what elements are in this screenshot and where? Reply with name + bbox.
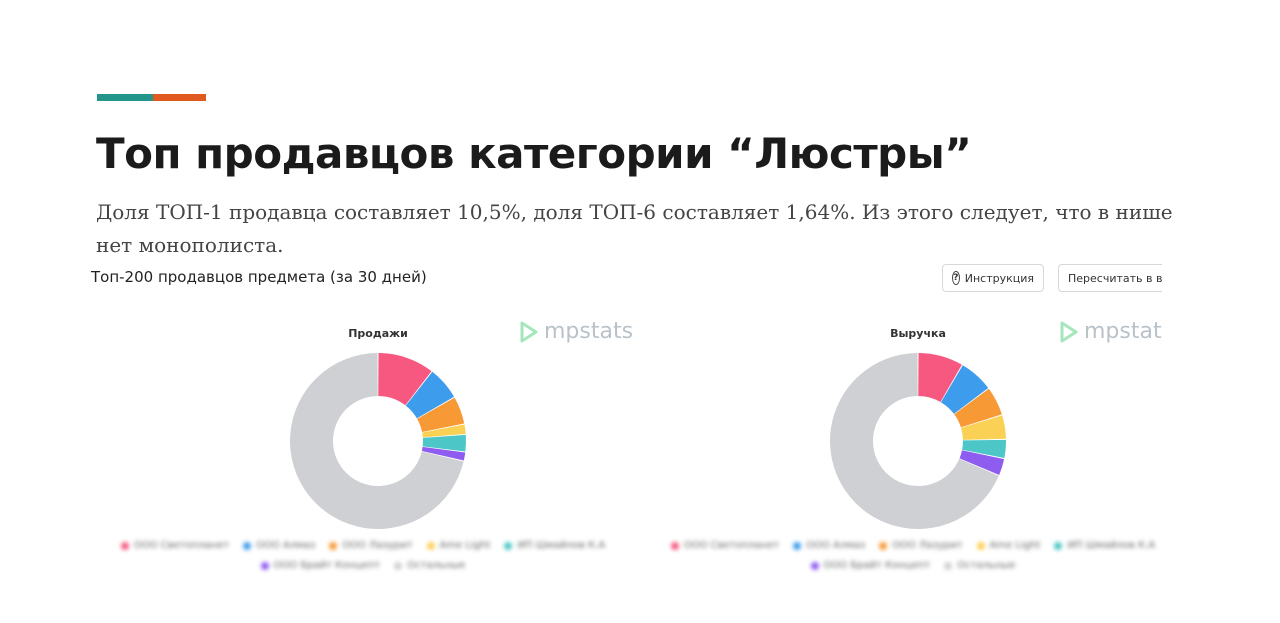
legend-label: ООО Светопланет [133, 540, 230, 551]
question-circle-icon: ? [952, 271, 960, 285]
donut-slice[interactable] [422, 434, 467, 452]
mpstats-logo-icon [520, 321, 538, 342]
legend-dot [243, 541, 252, 550]
legend-dot [1054, 541, 1063, 550]
donut-slice[interactable] [961, 415, 1006, 440]
legend-label: ООО Брайт Концепт [823, 560, 931, 571]
instruction-button-label: Инструкция [964, 271, 1034, 285]
legend-label: ООО Алмаз [256, 540, 316, 551]
accent-bar-orange [153, 94, 206, 101]
slide-subtitle: Доля ТОП-1 продавца составляет 10,5%, до… [96, 200, 1173, 257]
sales-chart: Продажи mpstats ООО Светопланет ООО Алмаз… [108, 318, 648, 588]
legend-label: ООО Светопланет [683, 540, 780, 551]
legend-label: Ame Light [439, 540, 491, 551]
legend-item[interactable]: ИП Шмайлов К.А [1054, 540, 1155, 551]
donut-slice[interactable] [954, 388, 1002, 428]
legend-label: ООО Лазурит [892, 540, 963, 551]
slide-title: Топ продавцов категории “Люстры” [96, 129, 972, 178]
legend-item[interactable]: Ame Light [426, 540, 491, 551]
legend-item[interactable]: Ame Light [976, 540, 1041, 551]
revenue-donut [830, 353, 1006, 529]
donut-slice[interactable] [421, 446, 466, 461]
legend-item[interactable]: ООО Светопланет [670, 540, 780, 551]
legend-item[interactable]: ООО Лазурит [879, 540, 963, 551]
panel-title: Топ-200 продавцов предмета (за 30 дней) [91, 268, 427, 286]
legend-dot [394, 561, 403, 570]
legend-dot [426, 541, 435, 550]
legend-item[interactable]: ООО Лазурит [329, 540, 413, 551]
legend-label: Ame Light [989, 540, 1041, 551]
legend-item[interactable]: ООО Брайт Концепт [260, 560, 381, 571]
legend-dot [120, 541, 129, 550]
sales-donut [290, 353, 467, 529]
legend-item[interactable]: ООО Алмаз [243, 540, 315, 551]
mpstats-logo-text: mpstats [544, 319, 634, 344]
legend-dot [976, 541, 985, 550]
legend-dot [810, 561, 819, 570]
legend-item[interactable]: Остальные [394, 560, 465, 571]
legend-dot [504, 541, 513, 550]
chart-title: Продажи [348, 327, 408, 340]
donut-slice[interactable] [405, 371, 455, 419]
legend-item[interactable]: ООО Брайт Концепт [810, 560, 931, 571]
donut-slice[interactable] [962, 439, 1006, 459]
legend-dot [793, 541, 802, 550]
legend-label: ИП Шмайлов К.А [517, 540, 606, 551]
legend-label: Остальные [407, 560, 466, 571]
mpstats-logo: mpstats [1060, 319, 1162, 344]
donut-slice[interactable] [918, 353, 962, 402]
donut-slice[interactable] [378, 353, 432, 406]
donut-slice[interactable] [959, 450, 1005, 475]
legend-item[interactable]: ООО Алмаз [793, 540, 865, 551]
legend-dot [260, 561, 269, 570]
legend-label: ООО Брайт Концепт [273, 560, 381, 571]
donut-slice[interactable] [830, 353, 999, 529]
accent-bar-teal [97, 94, 153, 101]
revenue-legend: ООО Светопланет ООО Алмаз ООО Лазурит Ame L… [658, 540, 1162, 571]
legend-label: ИП Шмайлов К.А [1067, 540, 1156, 551]
sales-legend: ООО Светопланет ООО Алмаз ООО Лазурит Ame L… [108, 540, 618, 571]
accent-bar [97, 94, 206, 101]
legend-label: ООО Лазурит [342, 540, 413, 551]
legend-label: Остальные [957, 560, 1016, 571]
mpstats-logo-text: mpstats [1084, 319, 1162, 344]
donut-slice[interactable] [290, 353, 464, 529]
legend-dot [944, 561, 953, 570]
legend-dot [329, 541, 338, 550]
legend-label: ООО Алмаз [806, 540, 866, 551]
legend-item[interactable]: Остальные [944, 560, 1015, 571]
donut-slice[interactable] [417, 397, 465, 433]
donut-slice[interactable] [940, 365, 989, 414]
legend-dot [879, 541, 888, 550]
mpstats-logo-icon [1060, 321, 1078, 342]
mpstats-logo: mpstats [520, 319, 633, 344]
revenue-chart: Выручка mpstats ООО Светопланет ООО Алмаз… [648, 318, 1162, 588]
legend-dot [670, 541, 679, 550]
donut-slice[interactable] [422, 424, 466, 438]
legend-item[interactable]: ИП Шмайлов К.А [504, 540, 605, 551]
recalculate-button[interactable]: Пересчитать в ва [1058, 264, 1162, 292]
legend-item[interactable]: ООО Светопланет [120, 540, 230, 551]
chart-title: Выручка [890, 327, 946, 340]
recalculate-button-label: Пересчитать в ва [1068, 271, 1162, 285]
instruction-button[interactable]: ? Инструкция [942, 264, 1044, 292]
